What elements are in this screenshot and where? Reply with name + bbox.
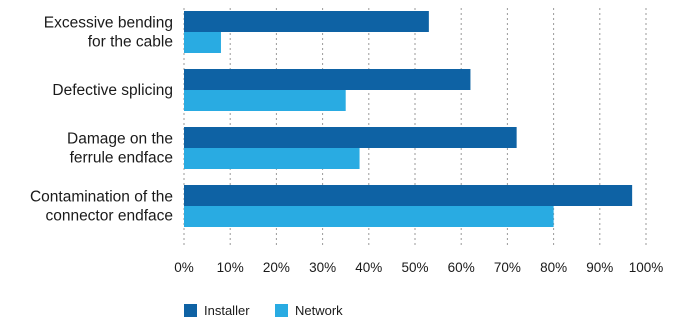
category-label: Excessive bending (44, 15, 173, 32)
category-label: ferrule endface (70, 150, 173, 167)
category-label: Damage on the (67, 131, 173, 148)
legend-label: Network (295, 303, 343, 318)
x-tick-label: 100% (629, 260, 664, 275)
bar-installer (184, 127, 517, 148)
category-label: for the cable (88, 34, 173, 51)
x-tick-label: 60% (448, 260, 475, 275)
x-tick-label: 30% (309, 260, 336, 275)
category-label: Contamination of the (30, 189, 173, 206)
x-tick-label: 70% (494, 260, 521, 275)
category-label: Defective splicing (52, 82, 173, 99)
legend-swatch-network (275, 304, 288, 317)
bar-installer (184, 69, 471, 90)
x-axis-tick-labels: 0% 10% 20% 30% 40% 50% 60% 70% 80% 90% 100% (174, 260, 663, 275)
legend-label: Installer (204, 303, 250, 318)
x-tick-label: 50% (401, 260, 428, 275)
bar-network (184, 32, 221, 53)
x-tick-label: 80% (540, 260, 567, 275)
legend-swatch-installer (184, 304, 197, 317)
legend: Installer Network (184, 303, 343, 318)
category-labels: Excessive bending for the cable Defective … (30, 15, 173, 225)
category-label: connector endface (45, 208, 173, 225)
bar-network (184, 206, 554, 227)
bar-network (184, 90, 346, 111)
x-tick-label: 0% (174, 260, 194, 275)
x-tick-label: 90% (586, 260, 613, 275)
bar-installer (184, 185, 633, 206)
x-tick-label: 10% (217, 260, 244, 275)
bar-installer (184, 11, 429, 32)
bar-network (184, 148, 360, 169)
x-tick-label: 40% (355, 260, 382, 275)
x-tick-label: 20% (263, 260, 290, 275)
bars (184, 11, 633, 227)
